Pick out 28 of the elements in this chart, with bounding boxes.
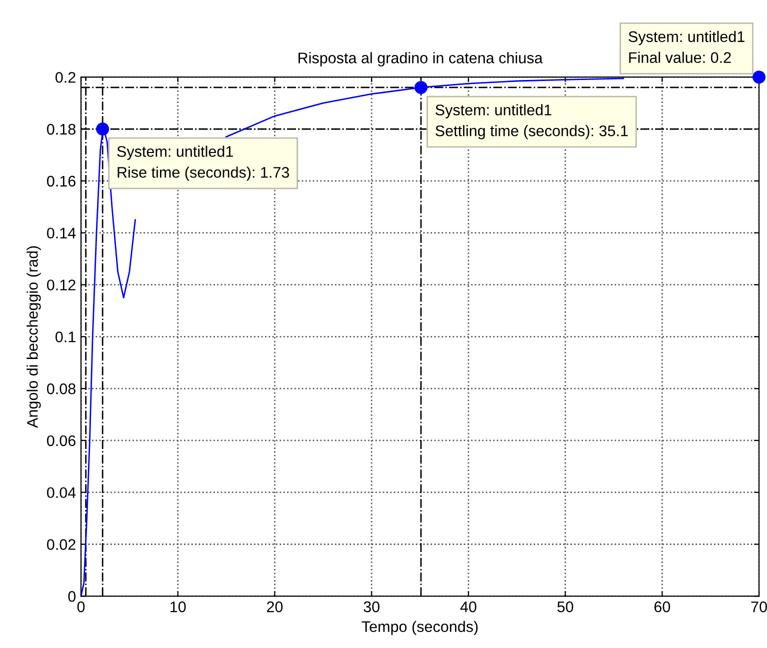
point	[752, 70, 766, 84]
y-tick-label: 0.16	[47, 176, 76, 187]
y-tick-label: 0.08	[47, 383, 76, 394]
point	[414, 80, 428, 94]
y-tick-label: 0.12	[47, 280, 76, 290]
x-tick-label: 20	[266, 601, 283, 612]
annotation: System: untitled1 Rise time (seconds): 1.73	[117, 146, 290, 181]
y-tick-label: 0.2	[55, 72, 76, 83]
y-axis-title: Angolo di beccheggio (rad)	[26, 246, 41, 428]
y-tick-label: 0.18	[47, 124, 76, 135]
x-tick-label: 10	[170, 601, 186, 612]
x-tick-label: 50	[557, 601, 574, 612]
chart-title: Risposta al gradino in catena chiusa	[298, 52, 543, 66]
x-axis-title: Tempo (seconds)	[362, 620, 478, 636]
y-tick-label: 0.04	[47, 487, 76, 498]
x-tick-label: 60	[654, 601, 670, 612]
point	[96, 122, 110, 136]
y-tick-label: 0.02	[47, 539, 76, 550]
annotation: System: untitled1 Settling time (seconds): 35.1	[436, 104, 628, 140]
x-tick-label: 40	[460, 601, 476, 612]
y-tick-label: 0.14	[47, 228, 76, 239]
x-tick-label: 30	[364, 601, 380, 612]
y-tick-label: 0	[68, 591, 76, 602]
y-tick-label: 0.1	[55, 332, 76, 342]
y-tick-label: 0.06	[47, 435, 76, 446]
x-tick-label: 0	[77, 601, 85, 612]
annotation: System: untitled1 Final value: 0.2	[628, 30, 744, 63]
x-tick-label: 70	[751, 601, 767, 612]
